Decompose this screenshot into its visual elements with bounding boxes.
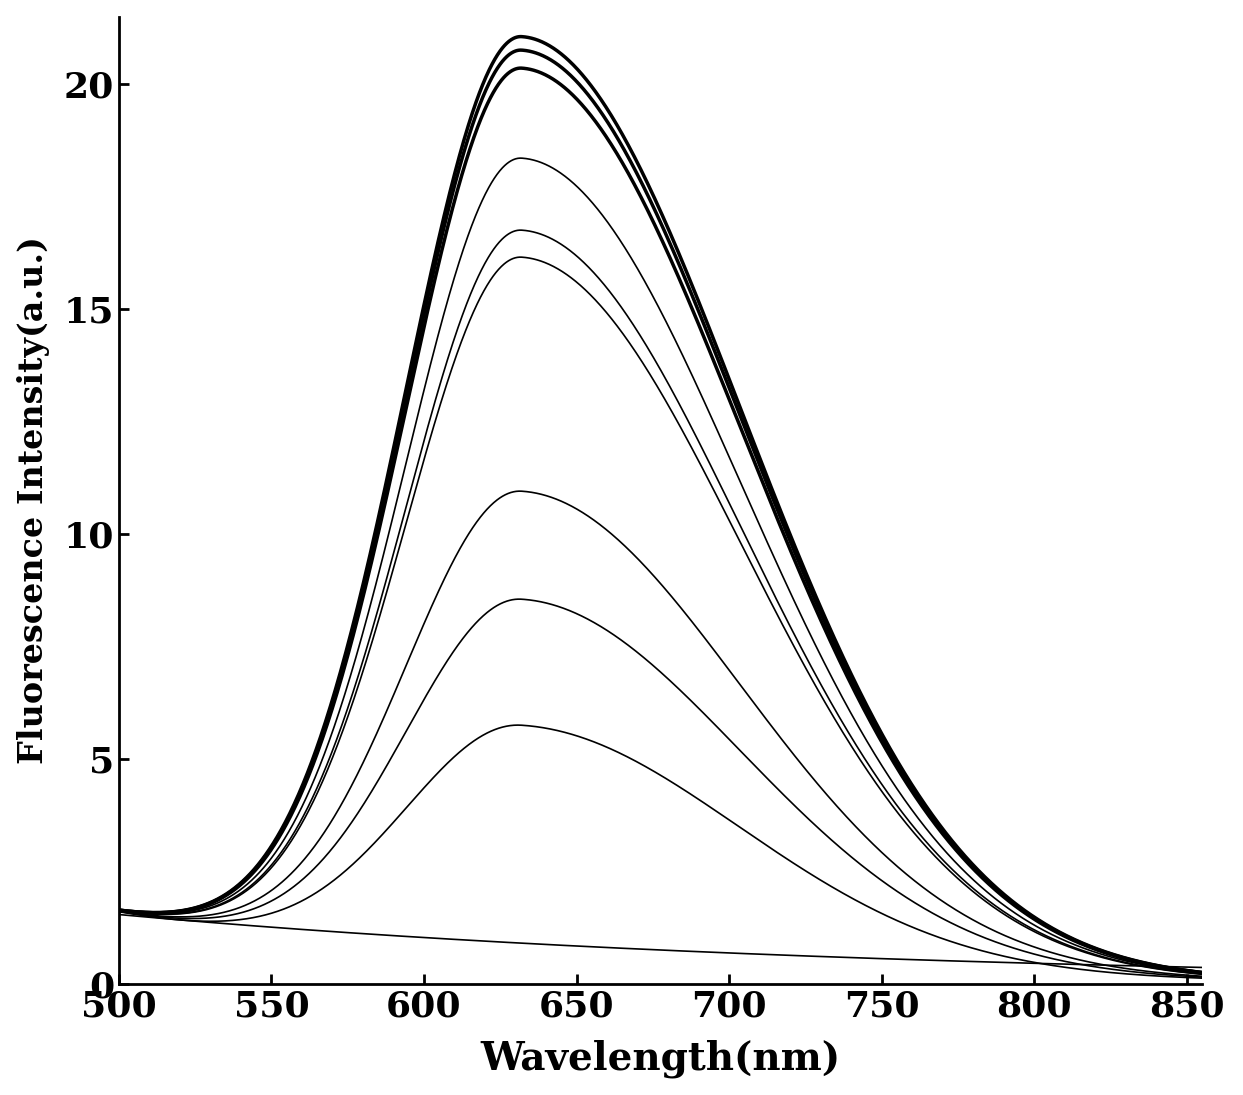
Y-axis label: Fluorescence Intensity(a.u.): Fluorescence Intensity(a.u.) [16, 237, 50, 764]
X-axis label: Wavelength(nm): Wavelength(nm) [480, 1040, 840, 1079]
